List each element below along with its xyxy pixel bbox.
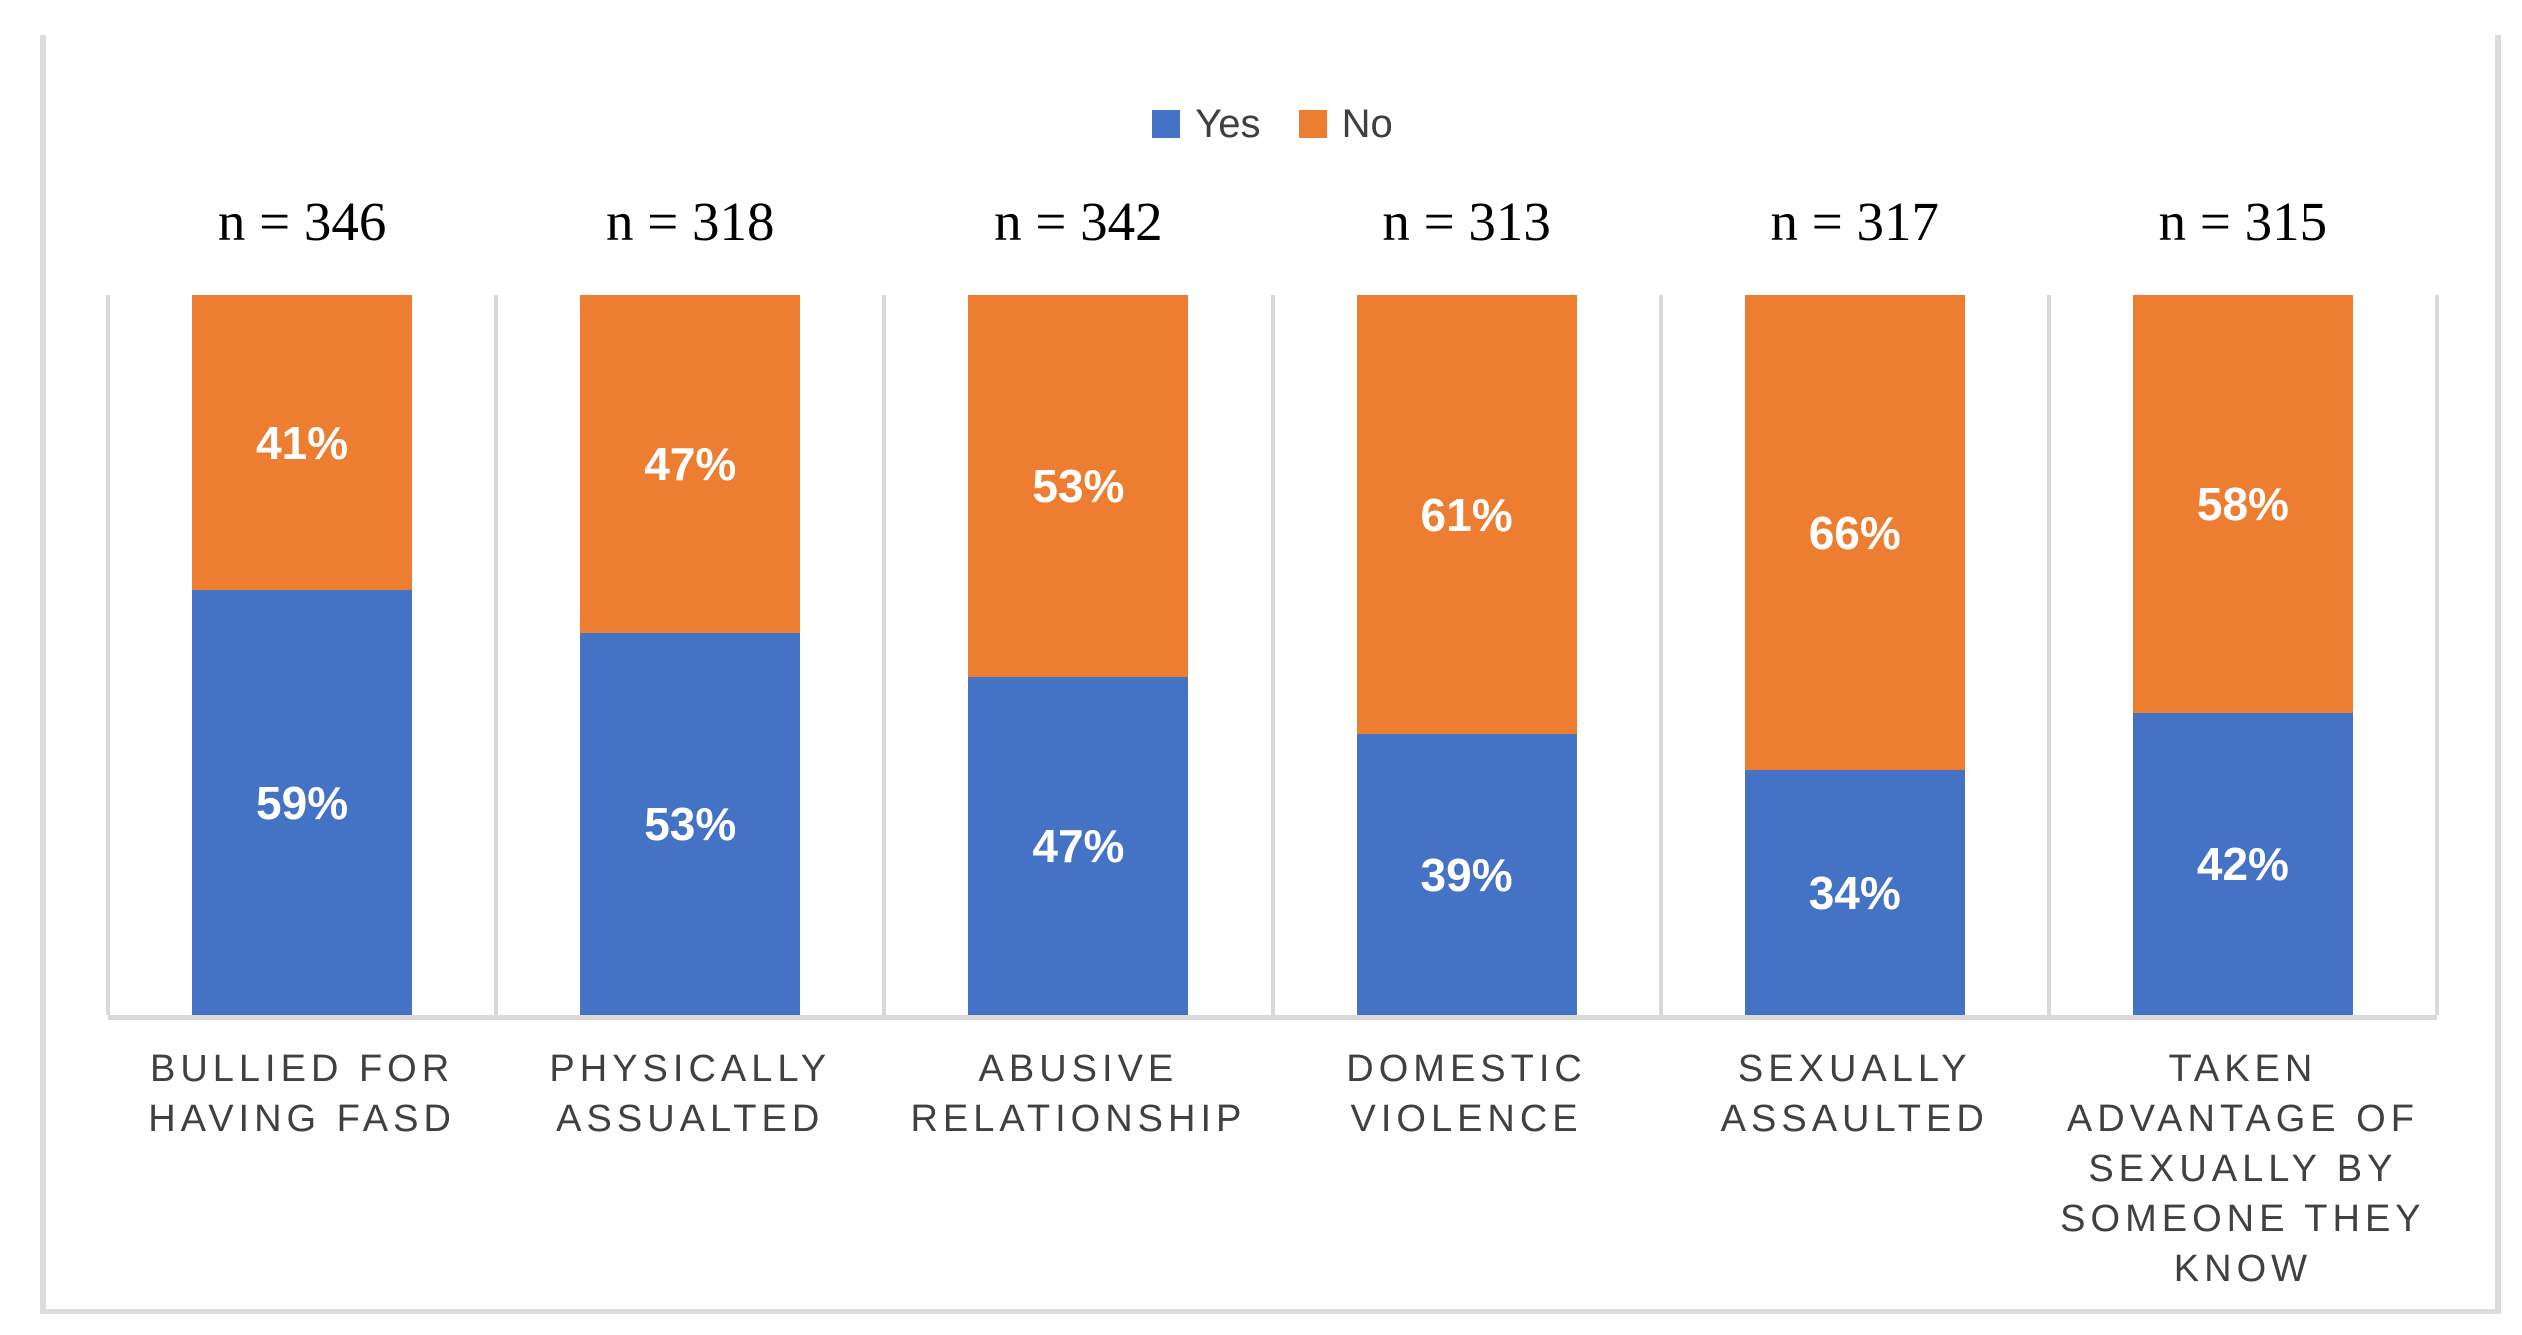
value-label-yes: 47%	[1032, 819, 1125, 872]
legend-label-yes: Yes	[1195, 101, 1261, 146]
bar-segment-yes: 34%	[1744, 770, 1965, 1015]
stacked-bar: 58% 42%	[2132, 295, 2353, 1015]
value-label-no: 58%	[2196, 477, 2289, 530]
bar-segment-no: 58%	[2132, 295, 2353, 713]
category-label: SEXUALLY ASSAULTED	[1720, 1048, 1989, 1140]
value-label-yes: 53%	[644, 798, 737, 851]
value-label-yes: 59%	[256, 776, 349, 829]
category-label: TAKEN ADVANTAGE OF SEXUALLY BY SOMEONE T…	[2060, 1048, 2426, 1290]
legend-swatch-no-icon	[1298, 110, 1327, 138]
legend-item-no: No	[1298, 101, 1393, 147]
category-label: DOMESTIC VIOLENCE	[1346, 1048, 1587, 1140]
x-axis-line	[108, 1015, 2437, 1020]
bar-segment-no: 47%	[580, 295, 801, 634]
figure-border-right	[2495, 35, 2501, 1314]
bar-segment-yes: 47%	[968, 676, 1189, 1015]
value-label-yes: 34%	[1808, 866, 1901, 919]
bar-segment-yes: 42%	[2132, 712, 2353, 1015]
stacked-bar: 41% 59%	[192, 295, 413, 1015]
bar-segment-yes: 59%	[192, 590, 413, 1015]
legend-item-yes: Yes	[1152, 101, 1261, 147]
bar-segment-no: 61%	[1356, 295, 1577, 735]
stacked-bar: 53% 47%	[968, 295, 1189, 1015]
bar-segment-no: 66%	[1744, 295, 1965, 771]
category-label: ABUSIVE RELATIONSHIP	[910, 1048, 1247, 1140]
value-label-no: 61%	[1420, 488, 1513, 541]
category-divider-line	[494, 295, 499, 1015]
sample-size-label: n = 346	[217, 191, 387, 252]
sample-size-label: n = 315	[2158, 191, 2328, 252]
figure-border-bottom	[40, 1309, 2501, 1314]
bar-segment-no: 53%	[968, 295, 1189, 677]
bar-segment-yes: 53%	[580, 633, 801, 1015]
sample-size-label: n = 318	[605, 191, 775, 252]
stacked-bar: 61% 39%	[1356, 295, 1577, 1015]
stacked-bar: 47% 53%	[580, 295, 801, 1015]
legend-swatch-yes-icon	[1152, 110, 1181, 138]
sample-size-label: n = 317	[1770, 191, 1939, 252]
category-label: BULLIED FOR HAVING FASD	[148, 1048, 456, 1140]
category-divider-line	[2435, 295, 2439, 1015]
value-label-yes: 42%	[2196, 837, 2289, 890]
stacked-bar: 66% 34%	[1744, 295, 1965, 1015]
category-divider-line	[1658, 295, 1663, 1015]
bar-segment-no: 41%	[192, 295, 413, 591]
figure-border-left	[40, 35, 46, 1314]
category-divider-line	[1270, 295, 1275, 1015]
value-label-no: 41%	[256, 416, 349, 469]
bar-segment-yes: 39%	[1356, 734, 1577, 1015]
sample-size-label: n = 342	[994, 191, 1163, 252]
value-label-no: 53%	[1032, 459, 1125, 512]
category-divider-line	[2046, 295, 2051, 1015]
chart-legend: Yes No	[108, 96, 2437, 152]
sample-size-label: n = 313	[1382, 191, 1551, 252]
category-divider-line	[106, 295, 110, 1015]
value-label-no: 47%	[644, 438, 737, 491]
category-label: PHYSICALLY ASSUALTED	[549, 1048, 832, 1140]
value-label-yes: 39%	[1420, 848, 1513, 901]
value-label-no: 66%	[1808, 506, 1901, 559]
category-divider-line	[882, 295, 887, 1015]
legend-label-no: No	[1341, 101, 1393, 146]
